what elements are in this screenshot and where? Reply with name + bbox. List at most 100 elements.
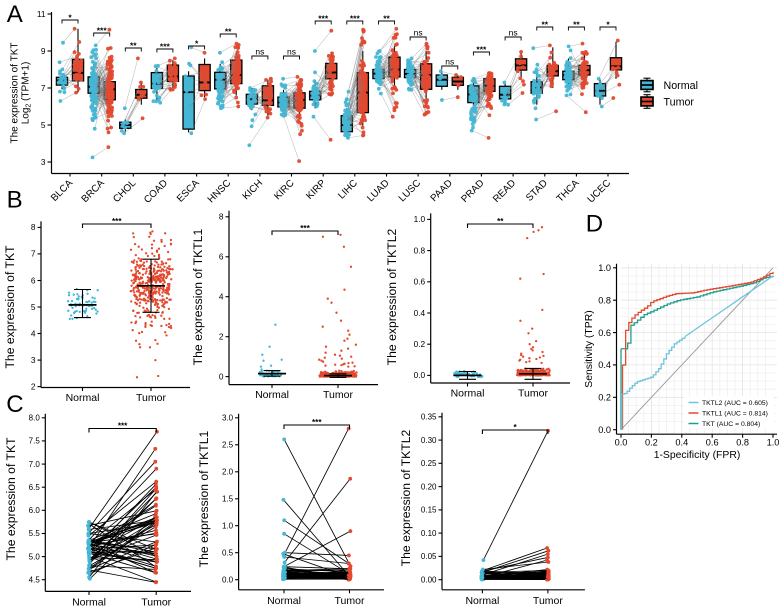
svg-text:Tumor: Tumor (323, 389, 353, 401)
svg-text:0.15: 0.15 (421, 506, 437, 515)
svg-text:C: C (6, 391, 23, 418)
svg-text:A: A (7, 1, 23, 28)
svg-text:**: ** (573, 20, 580, 30)
svg-text:1.0: 1.0 (414, 214, 426, 224)
svg-text:Tumor: Tumor (335, 595, 365, 607)
svg-text:0.20: 0.20 (421, 482, 437, 491)
svg-text:Tumor: Tumor (518, 388, 548, 400)
svg-text:6.5: 6.5 (29, 483, 41, 492)
svg-text:**: ** (130, 41, 137, 51)
svg-text:***: *** (112, 217, 122, 226)
svg-text:2: 2 (219, 332, 224, 342)
svg-text:***: *** (160, 42, 171, 52)
svg-text:0.8: 0.8 (414, 245, 426, 255)
svg-text:**: ** (383, 14, 390, 24)
svg-text:Normal: Normal (66, 392, 100, 404)
svg-text:3: 3 (31, 355, 36, 365)
svg-text:1.0: 1.0 (598, 263, 611, 273)
svg-text:5.0: 5.0 (29, 552, 41, 561)
svg-text:D: D (586, 211, 603, 238)
svg-text:0.0: 0.0 (222, 576, 234, 585)
svg-text:The expression of TKTL1: The expression of TKTL1 (197, 430, 211, 567)
svg-text:3.0: 3.0 (222, 414, 234, 423)
svg-text:0.2: 0.2 (414, 339, 426, 349)
svg-text:Tumor: Tumor (136, 392, 166, 404)
svg-text:2: 2 (31, 381, 36, 391)
svg-text:ns: ns (445, 57, 454, 67)
svg-text:0.5: 0.5 (222, 549, 234, 558)
svg-text:***: *** (300, 224, 310, 233)
svg-text:7.0: 7.0 (29, 460, 41, 469)
svg-text:***: *** (476, 45, 487, 55)
svg-text:5: 5 (31, 302, 36, 312)
svg-text:0.4: 0.4 (414, 308, 426, 318)
svg-text:5: 5 (41, 120, 46, 130)
svg-text:The expression of TKT: The expression of TKT (10, 43, 21, 144)
svg-text:***: *** (97, 26, 108, 36)
svg-text:ns: ns (287, 47, 296, 57)
svg-text:Normal: Normal (465, 595, 499, 607)
svg-text:***: *** (318, 14, 329, 24)
svg-text:1.0: 1.0 (767, 438, 780, 448)
svg-text:6: 6 (219, 252, 224, 262)
svg-text:1.0: 1.0 (222, 522, 234, 531)
svg-text:4.5: 4.5 (29, 576, 41, 585)
svg-text:0.6: 0.6 (706, 438, 719, 448)
svg-text:7: 7 (41, 83, 46, 93)
svg-text:6.0: 6.0 (29, 506, 41, 515)
svg-text:The expression of TKT: The expression of TKT (4, 437, 18, 561)
svg-text:4: 4 (219, 292, 224, 302)
svg-text:**: ** (497, 217, 504, 226)
svg-text:Normal: Normal (255, 389, 289, 401)
svg-text:Normal: Normal (267, 595, 301, 607)
svg-text:0.05: 0.05 (421, 552, 437, 561)
svg-text:0: 0 (219, 371, 224, 381)
svg-text:The expression of TKTL1: The expression of TKTL1 (191, 228, 205, 365)
svg-text:Log2 (TPM+1): Log2 (TPM+1) (21, 62, 33, 125)
svg-text:Sensitivity (TPR): Sensitivity (TPR) (584, 310, 595, 387)
svg-text:0.25: 0.25 (421, 459, 437, 468)
svg-text:0.4: 0.4 (675, 438, 688, 448)
svg-text:0.8: 0.8 (598, 295, 611, 305)
svg-text:0.0: 0.0 (615, 438, 628, 448)
svg-text:Tumor: Tumor (141, 596, 171, 608)
svg-text:ns: ns (255, 47, 264, 57)
svg-text:TKT (AUC = 0.804): TKT (AUC = 0.804) (702, 421, 760, 428)
svg-text:8: 8 (219, 212, 224, 222)
svg-text:3: 3 (41, 157, 46, 167)
svg-text:Normal: Normal (664, 80, 698, 92)
svg-text:The expression of TKT: The expression of TKT (3, 245, 17, 369)
svg-text:0.6: 0.6 (414, 277, 426, 287)
svg-text:4: 4 (31, 328, 36, 338)
svg-text:0.00: 0.00 (421, 576, 437, 585)
svg-text:11: 11 (37, 9, 46, 19)
svg-text:0.8: 0.8 (736, 438, 749, 448)
svg-text:TKTL2 (AUC = 0.605): TKTL2 (AUC = 0.605) (702, 400, 768, 407)
svg-text:0.10: 0.10 (421, 529, 437, 538)
svg-text:5.5: 5.5 (29, 529, 41, 538)
svg-text:0.2: 0.2 (598, 393, 611, 403)
svg-text:2.5: 2.5 (222, 441, 234, 450)
svg-text:0.2: 0.2 (645, 438, 658, 448)
svg-text:ns: ns (414, 28, 423, 38)
svg-text:Normal: Normal (451, 388, 485, 400)
svg-text:0.6: 0.6 (598, 328, 611, 338)
svg-text:7.5: 7.5 (29, 437, 41, 446)
svg-text:***: *** (118, 422, 128, 431)
svg-text:Tumor: Tumor (533, 595, 563, 607)
svg-text:Normal: Normal (72, 596, 106, 608)
svg-text:TKTL1 (AUC = 0.814): TKTL1 (AUC = 0.814) (702, 410, 768, 417)
svg-text:9: 9 (41, 46, 46, 56)
svg-text:1-Specificity (FPR): 1-Specificity (FPR) (654, 450, 741, 461)
svg-text:B: B (7, 187, 23, 214)
svg-text:The expression of TKTL2: The expression of TKTL2 (385, 228, 399, 365)
svg-text:1.5: 1.5 (222, 495, 234, 504)
svg-text:0.0: 0.0 (414, 370, 426, 380)
svg-text:7: 7 (31, 249, 36, 259)
svg-text:***: *** (312, 418, 322, 427)
svg-text:2.0: 2.0 (222, 468, 234, 477)
svg-text:0.30: 0.30 (421, 436, 437, 445)
svg-text:8.0: 8.0 (29, 414, 41, 423)
svg-text:8: 8 (31, 222, 36, 232)
svg-text:0.35: 0.35 (421, 413, 437, 422)
